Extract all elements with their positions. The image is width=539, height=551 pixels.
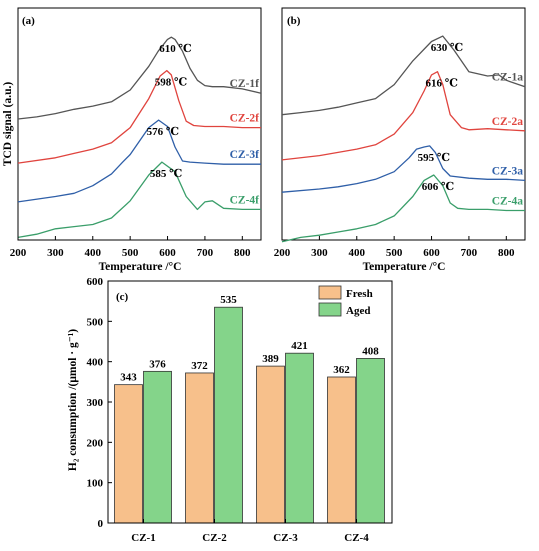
panel-b-tag: (b) <box>287 15 301 27</box>
panel-b-peak-label-cz-3a: 595 ℃ <box>418 152 450 164</box>
panel-b-x-tick-label: 800 <box>498 247 515 259</box>
panel-c-x-tick-label: CZ-1 <box>131 532 155 544</box>
bar-value-label-aged-cz-3: 421 <box>291 340 308 352</box>
panel-c-tag: (c) <box>116 291 129 303</box>
panel-a-curve-cz-2f <box>17 69 261 164</box>
panel-c-y-tick-label: 400 <box>87 357 104 369</box>
panel-a-curve-cz-1f <box>17 36 262 120</box>
panel-a-series-name-cz-3f: CZ-3f <box>230 149 260 161</box>
panel-b-x-tick-label: 400 <box>349 247 366 259</box>
bar-fresh-cz-1 <box>114 384 143 524</box>
panel-a-curve-cz-4f <box>17 161 261 239</box>
panel-a-x-tick-label: 800 <box>234 247 251 259</box>
panel-c-x-tick-label: CZ-4 <box>344 532 369 544</box>
bar-value-label-aged-cz-1: 376 <box>149 358 166 370</box>
panel-a-series-name-cz-2f: CZ-2f <box>230 113 260 125</box>
panel-b-x-tick-label: 600 <box>423 247 440 259</box>
panel-c-y-tick-label: 300 <box>87 397 104 409</box>
panel-b-series-name-cz-2a: CZ-2a <box>492 116 524 128</box>
panel-c-ylabel-text: H₂ consumption /(μmol · g⁻¹) <box>67 329 79 471</box>
bar-fresh-cz-3 <box>256 365 285 524</box>
panel-a-frame <box>17 7 262 241</box>
panel-a-x-tick-label: 700 <box>197 247 214 259</box>
bar-value-label-fresh-cz-2: 372 <box>191 360 208 372</box>
panel-b-peak-label-cz-4a: 606 ℃ <box>422 181 454 193</box>
panel-a-series-name-cz-4f: CZ-4f <box>230 194 260 206</box>
panel-b-curve-cz-2a <box>281 71 526 161</box>
panel-c-y-tick-label: 100 <box>87 478 104 490</box>
panel-b-x-tick-label: 700 <box>461 247 478 259</box>
bar-aged-cz-2 <box>214 306 243 524</box>
panel-c-y-tick-label: 500 <box>87 316 104 328</box>
panel-b-peak-label-cz-2a: 616 ℃ <box>426 78 458 90</box>
bar-value-label-aged-cz-4: 408 <box>362 345 379 357</box>
panel-c-y-tick-label: 200 <box>87 437 104 449</box>
panel-c-y-tick-label: 0 <box>98 518 104 530</box>
panel-a-series-name-cz-1f: CZ-1f <box>230 78 260 90</box>
panel-c-bars: 343 376 372 535 389 421 362 408 <box>114 294 385 524</box>
panel-a-tag: (a) <box>22 15 35 27</box>
bar-aged-cz-1 <box>143 370 172 524</box>
panel-a-ylabel: TCD signal (a.u.) <box>2 82 14 167</box>
panel-b-series-name-cz-4a: CZ-4a <box>492 195 524 207</box>
panel-a-x-tick-label: 300 <box>47 247 64 259</box>
panel-c-legend: Fresh Aged <box>318 285 373 317</box>
bar-value-label-aged-cz-2: 535 <box>220 294 237 306</box>
panel-a-peak-label-cz-4f: 585 ℃ <box>150 168 182 180</box>
panel-a-peak-label-cz-3f: 576 ℃ <box>147 126 179 138</box>
panel-b-curve-cz-1a <box>281 35 526 116</box>
panel-c-y-tick-label: 600 <box>87 276 104 288</box>
panel-b: (b) Temperature /°C 630 ℃ CZ-1a 616 ℃ CZ-2a… <box>274 7 526 273</box>
legend-label-aged: Aged <box>346 305 370 317</box>
panel-a-peak-label-cz-1f: 610 ℃ <box>159 43 191 55</box>
panel-b-curves: 630 ℃ CZ-1a 616 ℃ CZ-2a 595 ℃ CZ-3a 606 ℃ CZ-4a <box>281 35 526 243</box>
legend-label-fresh: Fresh <box>346 288 373 300</box>
panel-a-xlabel: Temperature /°C <box>99 261 182 273</box>
panel-b-xlabel: Temperature /°C <box>363 261 446 273</box>
bar-fresh-cz-4 <box>327 376 356 524</box>
panel-b-x-tick-label: 300 <box>311 247 328 259</box>
legend-swatch-aged <box>318 302 342 317</box>
panel-b-series-name-cz-1a: CZ-1a <box>492 72 524 84</box>
bar-value-label-fresh-cz-3: 389 <box>262 353 279 365</box>
panel-a-x-tick-label: 400 <box>85 247 102 259</box>
panel-b-series-name-cz-3a: CZ-3a <box>492 165 524 177</box>
panel-a-x-tick-label: 200 <box>10 247 27 259</box>
panel-a-curve-cz-3f <box>17 119 261 203</box>
panel-a-peak-label-cz-2f: 598 ℃ <box>155 77 187 89</box>
panel-a: (a) TCD signal (a.u.) Temperature /°C 61… <box>2 7 262 273</box>
bar-value-label-fresh-cz-1: 343 <box>120 372 137 384</box>
panel-a-x-tick-label: 500 <box>122 247 139 259</box>
panel-b-frame <box>281 7 526 241</box>
panel-b-x-tick-label: 500 <box>386 247 403 259</box>
panel-c-axes: 0 100 200 300 400 500 600 CZ-1 CZ-2 CZ-3 CZ-4 <box>87 276 393 544</box>
panel-a-x-tick-label: 600 <box>159 247 176 259</box>
bar-fresh-cz-2 <box>185 372 214 524</box>
panel-b-x-ticks: 200 300 400 500 600 700 800 <box>274 236 515 259</box>
panel-c-ylabel: H₂ consumption /(μmol · g⁻¹) <box>67 329 79 471</box>
panel-b-peak-label-cz-1a: 630 ℃ <box>431 42 463 54</box>
panel-a-x-ticks: 200 300 400 500 600 700 800 <box>10 236 251 259</box>
panel-c-x-tick-label: CZ-2 <box>202 532 227 544</box>
bar-aged-cz-4 <box>356 358 385 524</box>
bar-aged-cz-3 <box>285 352 314 524</box>
legend-swatch-fresh <box>318 285 342 300</box>
bar-value-label-fresh-cz-4: 362 <box>333 364 350 376</box>
panel-b-curve-cz-3a <box>281 145 526 193</box>
panel-b-curve-cz-4a <box>281 174 525 243</box>
panel-b-x-tick-label: 200 <box>274 247 291 259</box>
panel-a-curves: 610 ℃ CZ-1f 598 ℃ CZ-2f 576 ℃ CZ-3f 585 ℃ CZ-4f <box>17 36 262 239</box>
panel-c-x-tick-label: CZ-3 <box>273 532 298 544</box>
